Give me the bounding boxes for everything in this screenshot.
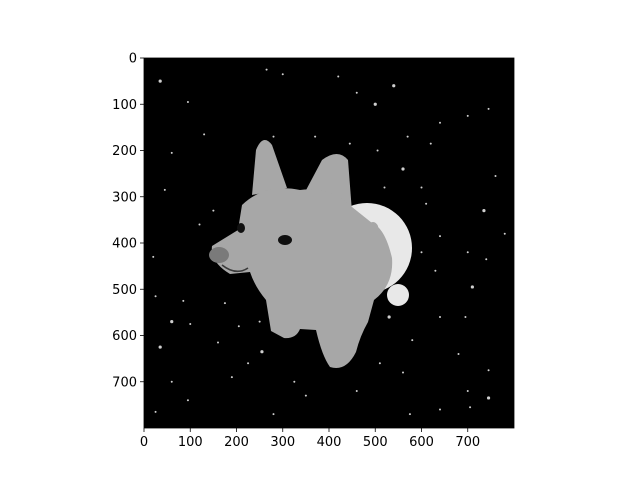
y-tick-label: 0 [129, 52, 137, 67]
star [487, 369, 490, 372]
star [158, 79, 162, 83]
star [392, 84, 396, 88]
star [485, 258, 488, 261]
star [170, 151, 173, 154]
star [247, 362, 250, 365]
dog-nose [209, 247, 229, 263]
star [348, 142, 351, 145]
star [402, 371, 404, 374]
star [258, 320, 261, 323]
star [420, 251, 423, 254]
star [217, 341, 219, 344]
dog-eye [278, 235, 292, 245]
star [503, 232, 506, 235]
star [260, 350, 264, 354]
y-tick-label: 100 [112, 98, 137, 113]
star [304, 394, 307, 397]
y-axis: 0 100 200 300 400 500 600 700 [112, 52, 144, 390]
star [383, 186, 386, 189]
star [406, 135, 409, 138]
star [198, 223, 201, 226]
y-tick-label: 600 [112, 329, 137, 344]
dog-left-ear [252, 140, 287, 195]
dog-right-ear [305, 154, 352, 212]
star [387, 315, 391, 319]
star [486, 396, 491, 400]
star [186, 100, 189, 103]
star [158, 345, 162, 349]
dog-mouth [221, 264, 249, 273]
star [457, 353, 460, 355]
star [487, 107, 490, 110]
star [237, 325, 240, 328]
x-tick-label: 400 [317, 435, 342, 450]
star [464, 316, 467, 318]
star [466, 390, 469, 392]
star [272, 413, 275, 416]
star [482, 209, 486, 213]
star [355, 91, 358, 94]
star [434, 269, 437, 272]
star [429, 142, 432, 145]
star [203, 133, 206, 136]
star [378, 362, 381, 365]
star [411, 339, 414, 342]
y-tick-label: 300 [112, 190, 137, 205]
x-tick-label: 0 [140, 435, 148, 450]
star [163, 188, 166, 191]
star [470, 285, 474, 289]
star [189, 322, 192, 325]
star [408, 413, 411, 416]
star [281, 73, 284, 76]
star [212, 209, 215, 212]
image-area [144, 58, 514, 428]
x-tick-label: 200 [224, 435, 249, 450]
star [272, 135, 275, 138]
dog-ear-shadow [237, 223, 245, 233]
star [355, 390, 358, 392]
star [186, 399, 189, 402]
x-tick-label: 300 [270, 435, 295, 450]
star [265, 68, 268, 71]
corgi-illustration [209, 140, 393, 368]
small-moon [387, 284, 409, 306]
star [230, 376, 233, 379]
star [314, 135, 317, 138]
star [154, 295, 157, 298]
star [466, 251, 469, 254]
star [425, 202, 428, 205]
x-tick-label: 100 [178, 435, 203, 450]
y-tick-label: 400 [112, 237, 137, 252]
star [439, 408, 441, 411]
star [466, 114, 469, 117]
dog-body [211, 188, 393, 368]
star [469, 406, 472, 409]
star [170, 380, 173, 383]
y-tick-label: 200 [112, 144, 137, 159]
x-tick-label: 500 [363, 435, 388, 450]
star [337, 75, 340, 78]
x-tick-label: 700 [455, 435, 480, 450]
star [494, 174, 497, 177]
star [439, 316, 441, 318]
star [401, 167, 405, 171]
star [223, 302, 226, 305]
y-tick-label: 500 [112, 283, 137, 298]
star [376, 149, 379, 152]
y-tick-label: 700 [112, 375, 137, 390]
star [439, 235, 441, 238]
star [420, 186, 423, 189]
star [152, 255, 155, 258]
star [439, 121, 441, 124]
x-axis: 0 100 200 300 400 500 600 700 [140, 428, 480, 450]
star [373, 102, 377, 106]
star [154, 410, 157, 413]
x-tick-label: 600 [409, 435, 434, 450]
star [182, 299, 185, 302]
dog-tail [366, 222, 380, 240]
star [170, 320, 174, 324]
star [293, 380, 296, 383]
